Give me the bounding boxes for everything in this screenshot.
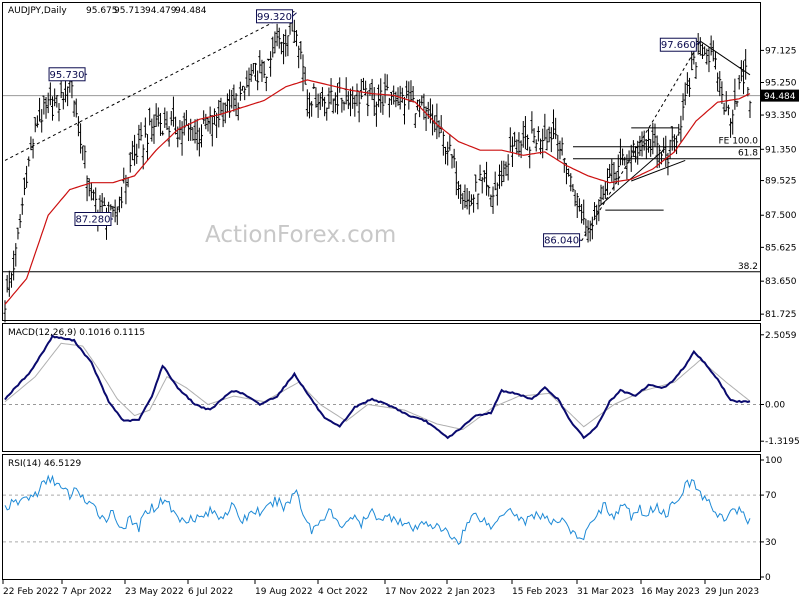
rsi-level-lines [3, 494, 760, 543]
triangle-upper-line [700, 40, 751, 76]
trend-lines [4, 10, 751, 242]
x-tick-label: 2 Jan 2023 [447, 587, 495, 597]
macd-lines [4, 334, 751, 440]
macd-main-line [4, 334, 751, 440]
rsi-y-tick-label: 30 [765, 538, 777, 548]
ohlc-open: 95.675 [86, 6, 118, 16]
price-panel-frame [2, 2, 761, 321]
macd-y-tick-label: -1.3195 [765, 437, 800, 447]
ohlc-close: 94.484 [175, 6, 207, 16]
rsi-panel-frame [2, 454, 761, 580]
annotation-box [48, 67, 86, 82]
x-tick-label: 22 Feb 2022 [3, 587, 59, 597]
macd-panel-frame [2, 323, 761, 452]
rsi-y-tick-label: 100 [765, 456, 782, 466]
annotation-label: 87.280 [75, 215, 110, 226]
annotation-box [256, 9, 294, 24]
level-label: 61.8 [738, 149, 758, 159]
rsi-y-tick-label: 0 [765, 573, 771, 583]
annotation-box [74, 212, 112, 227]
price-y-tick-label: 83.650 [765, 277, 797, 287]
rsi-panel-title: RSI(14) 46.5129 [8, 459, 81, 469]
macd-panel: 2.5059 0.00 -1.3195 MACD(12,26,9) 0.1016 0… [2, 323, 800, 452]
annotation-box [543, 233, 581, 248]
annotation-box [659, 37, 697, 52]
x-tick-label: 17 Nov 2022 [385, 587, 443, 597]
macd-panel-title: MACD(12,26,9) 0.1016 0.1115 [8, 328, 145, 338]
x-tick-label: 19 Aug 2022 [255, 587, 313, 597]
price-bars [3, 14, 752, 323]
moving-average [4, 79, 751, 305]
dotted-trendline-2022 [4, 10, 295, 161]
x-axis: 22 Feb 2022 7 Apr 2022 23 May 2022 6 Jul 20… [2, 580, 759, 597]
last-price-label: 94.484 [764, 92, 796, 102]
x-tick-label: 31 Mar 2023 [577, 587, 634, 597]
price-panel: ActionForex.com FE 100.0 61.8 38.2 95.730 8… [2, 2, 799, 323]
moving-average-line [4, 79, 751, 305]
rsi-line [4, 474, 751, 546]
annotation-leader [696, 40, 701, 46]
x-tick-label: 7 Apr 2022 [62, 587, 112, 597]
annotation-label: 97.660 [661, 40, 696, 51]
x-tick-label: 4 Oct 2022 [318, 587, 368, 597]
price-y-axis: 97.125 95.250 93.350 91.350 89.525 87.500 85.6… [760, 46, 799, 320]
last-price-tag [761, 89, 799, 102]
macd-y-tick-label: 0.00 [765, 400, 785, 410]
rsi-y-axis: 100 70 30 0 [760, 456, 782, 583]
x-tick-label: 16 May 2023 [641, 587, 700, 597]
rsi-series-line [4, 474, 751, 546]
rsi-panel: 100 70 30 0 RSI(14) 46.5129 [2, 454, 782, 583]
price-y-tick-label: 91.350 [765, 145, 797, 155]
x-tick-label: 23 May 2022 [125, 587, 184, 597]
annotation-label: 86.040 [544, 236, 579, 247]
annotation-label: 99.320 [257, 12, 292, 23]
price-y-tick-label: 81.725 [765, 310, 797, 320]
price-level-lines: FE 100.0 61.8 38.2 [3, 95, 760, 273]
x-tick-label: 6 Jul 2022 [188, 587, 233, 597]
price-annotations: 95.730 87.280 99.320 86.040 97.660 [48, 9, 701, 248]
price-y-tick-label: 85.625 [765, 243, 797, 253]
level-label: 38.2 [738, 262, 758, 272]
annotation-label: 95.730 [50, 70, 85, 81]
price-y-tick-label: 97.125 [765, 46, 797, 56]
ohlc-high: 95.713 [114, 6, 146, 16]
rsi-y-tick-label: 70 [765, 491, 777, 501]
price-y-tick-label: 93.350 [765, 111, 797, 121]
watermark: ActionForex.com [205, 222, 396, 248]
price-y-tick-label: 95.250 [765, 79, 797, 89]
macd-y-tick-label: 2.5059 [765, 331, 797, 341]
channel-line [598, 149, 664, 208]
channel-line [631, 159, 686, 182]
ohlc-low: 94.479 [145, 6, 177, 16]
price-y-tick-label: 89.525 [765, 177, 797, 187]
level-label: FE 100.0 [719, 137, 759, 147]
macd-y-axis: 2.5059 0.00 -1.3195 [760, 331, 800, 447]
price-y-tick-label: 87.500 [765, 211, 797, 221]
macd-signal-line [4, 342, 751, 431]
annotation-leader [292, 12, 297, 17]
price-panel-title: AUDJPY,Daily [8, 6, 67, 16]
x-tick-label: 15 Feb 2023 [512, 587, 568, 597]
x-tick-label: 29 Jun 2023 [705, 587, 759, 597]
